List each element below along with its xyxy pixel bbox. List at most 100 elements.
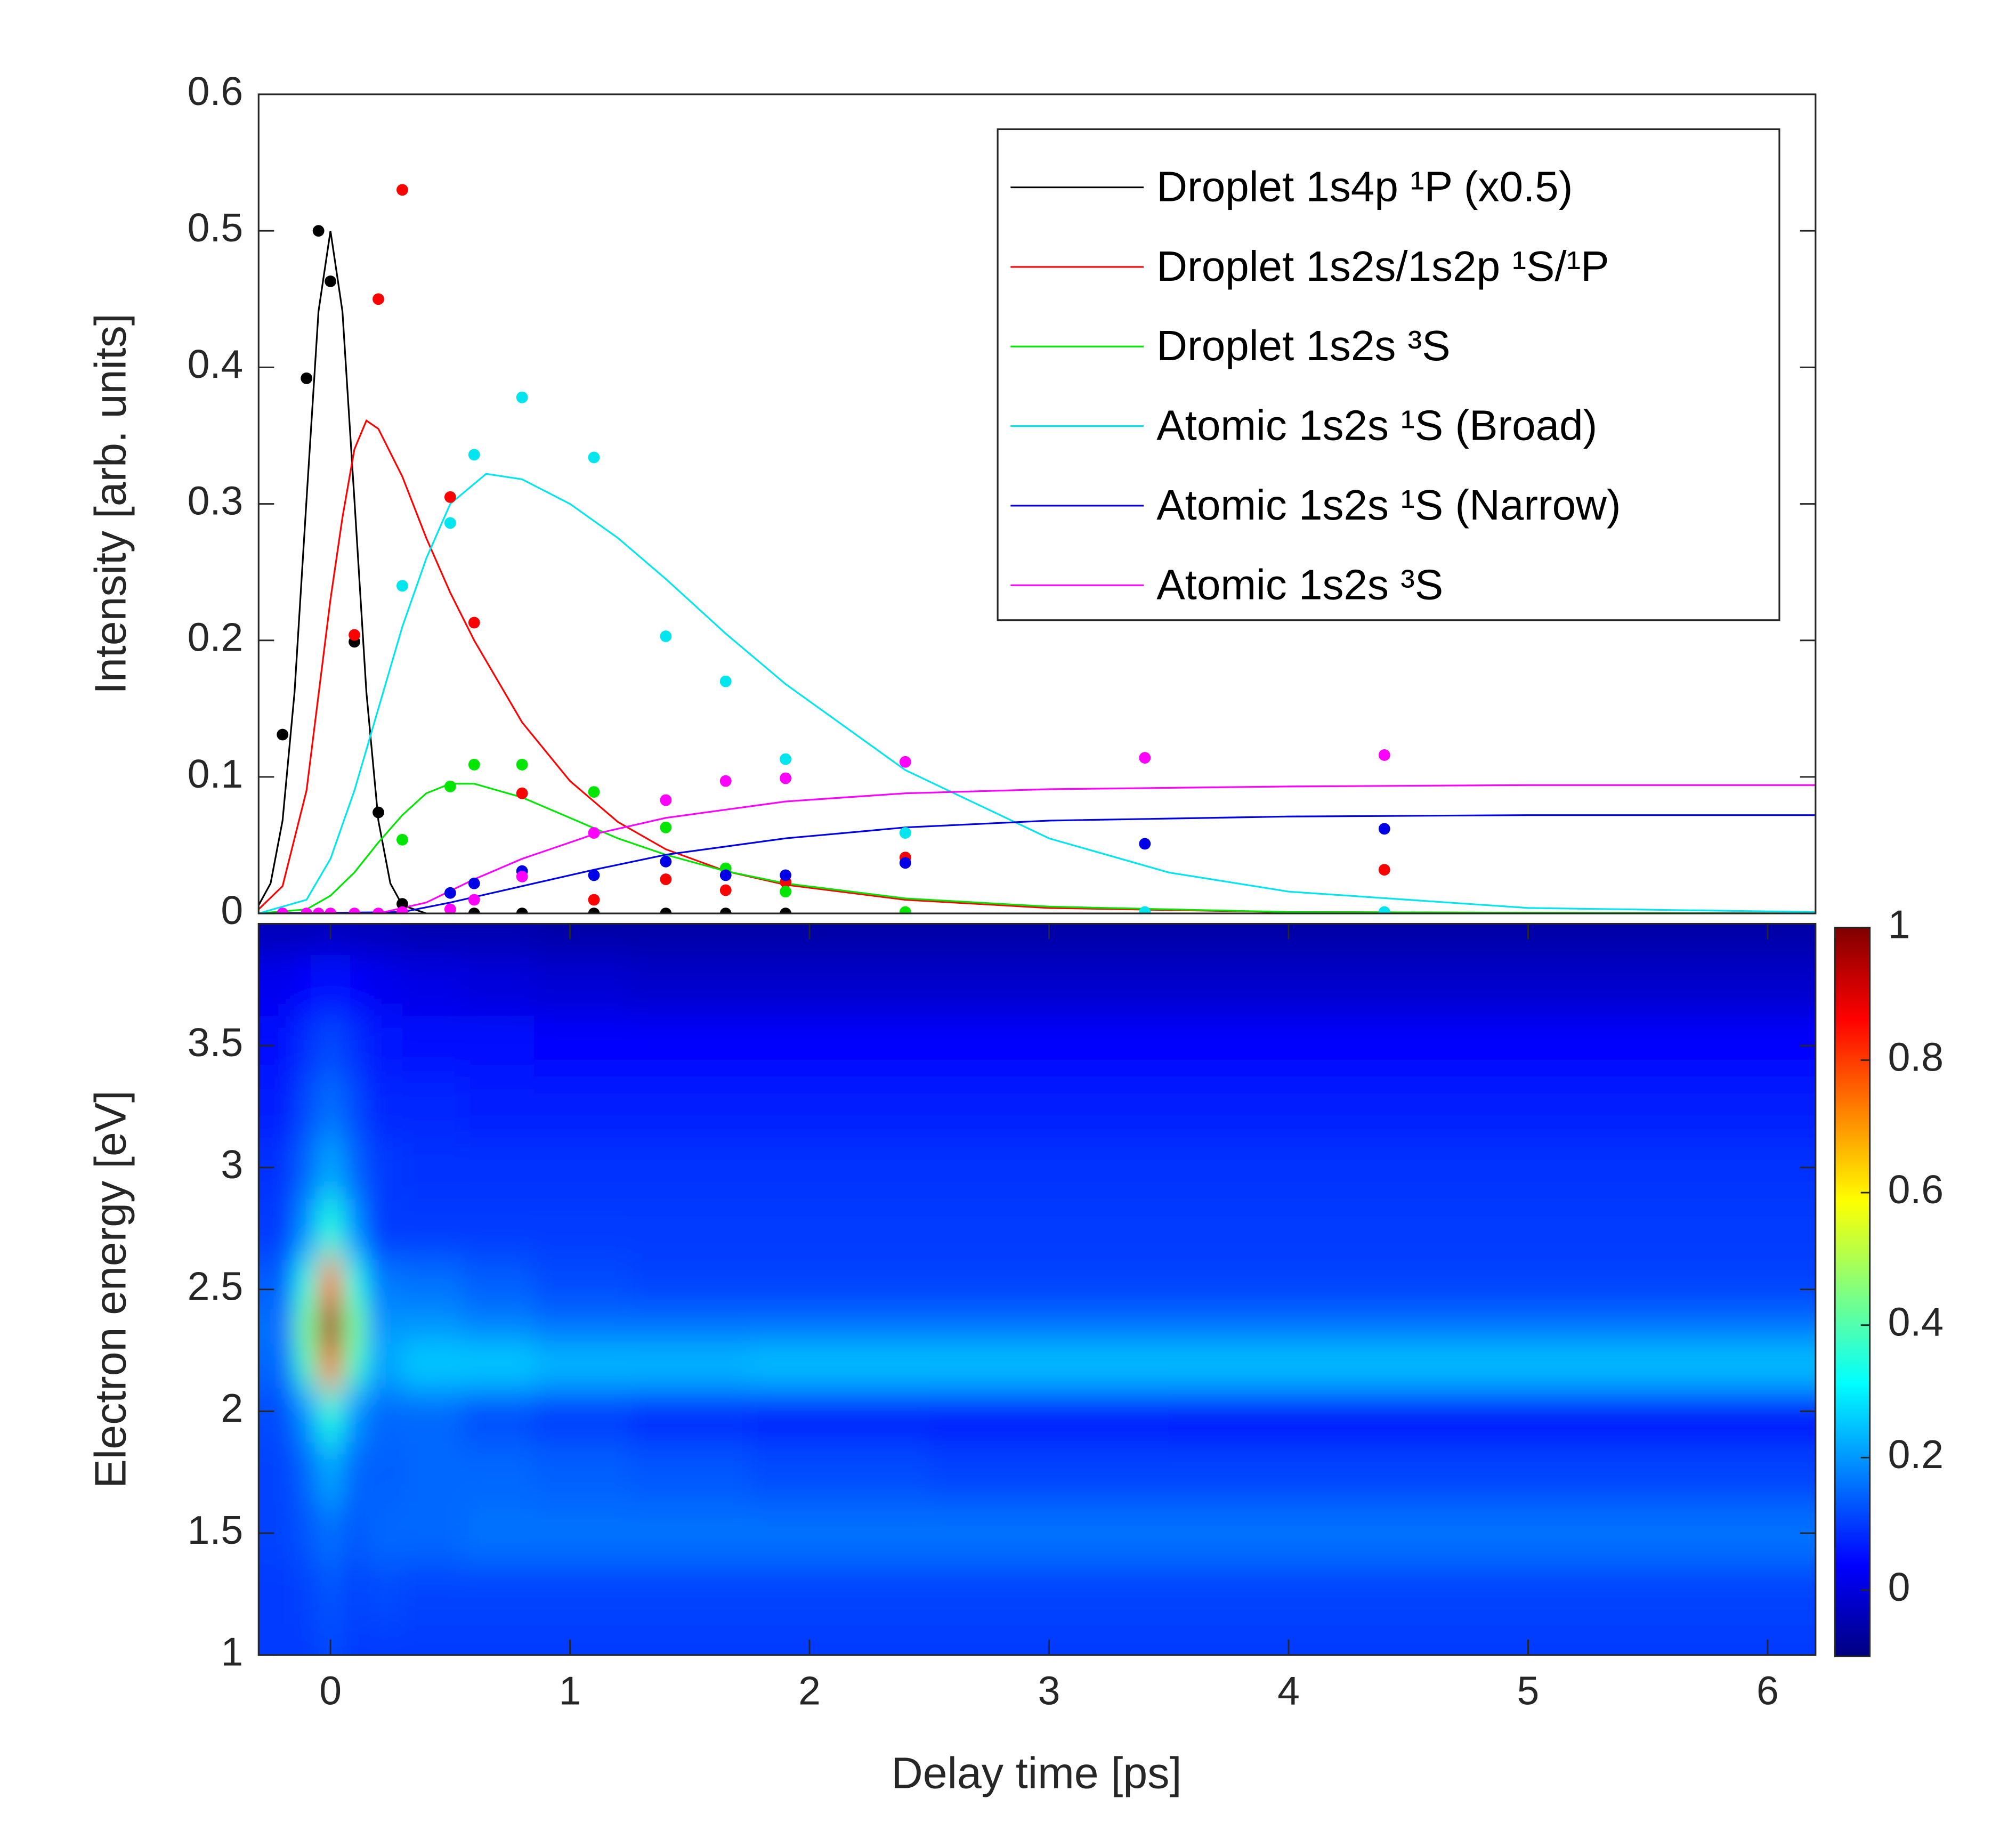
y-tick-label: 3 [221, 1142, 243, 1187]
legend-label: Droplet 1s4p ¹P (x0.5) [1156, 163, 1573, 210]
heatmap-cell [629, 954, 750, 1016]
data-point [349, 908, 360, 914]
data-point [516, 787, 528, 799]
heatmap-cell [366, 1307, 403, 1345]
heatmap-cell [1169, 954, 1409, 1016]
data-point [516, 391, 528, 403]
heatmap-cell [1408, 1307, 1649, 1345]
heatmap-cell [1648, 1259, 1816, 1309]
plot-content [258, 184, 1816, 914]
data-point [1139, 752, 1151, 764]
heatmap-cell [342, 1502, 367, 1565]
data-point [780, 908, 792, 914]
heatmap-cell [462, 954, 535, 1016]
heatmap-cell [534, 954, 631, 1016]
heatmap-cell [462, 1198, 535, 1260]
heatmap-cell [629, 1502, 750, 1565]
heatmap-cell [342, 1015, 367, 1077]
data-point [468, 894, 480, 906]
heatmap-cell [929, 1307, 1170, 1345]
data-point [780, 869, 792, 881]
heatmap-cell [1169, 1502, 1409, 1565]
heatmap-cell [342, 1307, 367, 1345]
data-point [468, 449, 480, 461]
heatmap-cell [1408, 1015, 1649, 1077]
heatmap-cell [929, 1015, 1170, 1077]
data-point [1139, 906, 1151, 914]
heatmap-cell [462, 1387, 535, 1443]
fit-line [258, 419, 1816, 914]
data-point [588, 827, 600, 839]
heatmap-cell [1169, 1198, 1409, 1260]
data-point [325, 908, 337, 914]
heatmap-cell [1648, 1076, 1816, 1138]
heatmap-cell [342, 1387, 367, 1443]
data-point [396, 184, 408, 196]
data-point [516, 758, 528, 771]
heatmap-cell [402, 1387, 463, 1443]
legend-label: Atomic 1s2s ¹S (Broad) [1156, 402, 1597, 449]
data-point [373, 806, 384, 819]
heatmap-cell [294, 1307, 319, 1345]
heatmap-cell [929, 1387, 1170, 1443]
data-point [396, 580, 408, 592]
colorbar-tick-label: 0.4 [1888, 1300, 1944, 1344]
heatmap-cell [749, 1137, 930, 1199]
heatmap-cell [534, 1624, 631, 1655]
heatmap-cell [1648, 1502, 1816, 1565]
heatmap-cell [1169, 1137, 1409, 1199]
data-point [516, 871, 528, 882]
heatmap-cell [1648, 1624, 1816, 1655]
heatmap-cell [342, 1344, 367, 1388]
heatmap-cell [402, 1137, 463, 1199]
heatmap-cell [629, 1198, 750, 1260]
data-point [899, 756, 911, 768]
heatmap-cell [318, 1387, 343, 1443]
data-point [1378, 864, 1390, 876]
data-point [444, 517, 456, 529]
heatmap-cell [534, 1137, 631, 1199]
y-tick-label: 1.5 [188, 1508, 243, 1552]
heatmap-cell [318, 1076, 343, 1138]
heatmap-cell [366, 1259, 403, 1309]
heatmap-cell [534, 923, 631, 955]
heatmap-cell [258, 923, 295, 955]
heatmap-cell [294, 1198, 319, 1260]
data-point [719, 908, 732, 914]
heatmap-cell [534, 1563, 631, 1625]
fit-line [258, 814, 1816, 914]
y-tick-label: 0 [221, 888, 243, 933]
heatmap-cell [318, 1259, 343, 1309]
colorbar-tick-label: 0.2 [1888, 1432, 1944, 1477]
heatmap-cell [1408, 1563, 1649, 1625]
y-tick-label: 2.5 [188, 1264, 243, 1309]
data-point [301, 908, 313, 914]
heatmap-cell [929, 1076, 1170, 1138]
heatmap-cell [1408, 954, 1649, 1016]
data-point [1139, 838, 1151, 850]
heatmap-cell [1648, 1198, 1816, 1260]
heatmap-cell [462, 1307, 535, 1345]
heatmap-cell [1648, 923, 1816, 955]
y-tick-label: 2 [221, 1386, 243, 1430]
heatmap-cell [534, 1307, 631, 1345]
heatmap-cell [258, 1344, 295, 1388]
data-point [588, 908, 600, 914]
heatmap-cell [366, 1344, 403, 1388]
heatmap-cell [258, 1259, 295, 1309]
heatmap-cell [749, 1387, 930, 1443]
heatmap-cell [629, 1259, 750, 1309]
heatmap-cell [318, 1563, 343, 1625]
data-point [719, 884, 732, 896]
data-point [468, 908, 480, 914]
heatmap-cell [402, 1502, 463, 1565]
heatmap-cell [342, 1137, 367, 1199]
colorbar-tick-label: 1 [1888, 902, 1910, 947]
heatmap-cell [294, 1137, 319, 1199]
heatmap-cell [342, 954, 367, 1016]
data-point [660, 630, 672, 642]
heatmap-cell [929, 1441, 1170, 1504]
heatmap-cell [258, 1563, 295, 1625]
heatmap-cell [318, 1198, 343, 1260]
